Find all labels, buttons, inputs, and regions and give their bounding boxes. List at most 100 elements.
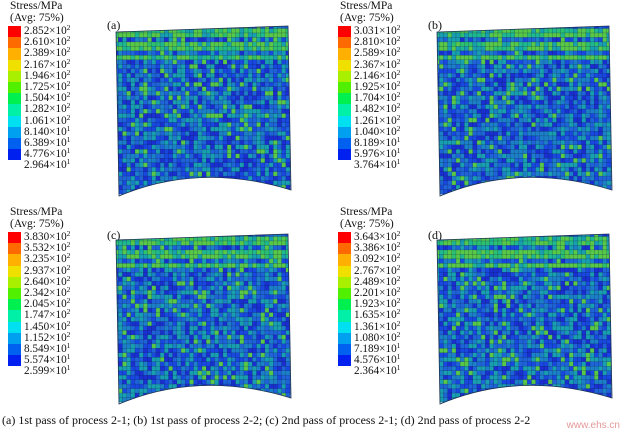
legend-swatch [8, 343, 21, 356]
legend-swatch [338, 343, 351, 356]
legend-value: 2.201×102 [354, 284, 401, 299]
legend-value: 2.489×102 [354, 273, 401, 288]
legend-swatch [338, 254, 351, 266]
legend-swatch [8, 243, 21, 255]
legend-value: 3.235×102 [24, 251, 71, 266]
legend-swatch [338, 81, 351, 94]
legend-swatch [338, 115, 351, 127]
legend-value: 2.810×102 [354, 34, 401, 49]
legend-value: 1.482×102 [354, 101, 401, 116]
legend-value: 2.364×101 [354, 363, 401, 378]
legend-value: 2.389×102 [24, 45, 71, 60]
legend-value: 2.640×102 [24, 273, 71, 288]
legend-value: 3.386×102 [354, 240, 401, 255]
legend-value: 2.342×102 [24, 284, 71, 299]
legend-swatch [338, 332, 351, 344]
legend-title: Stress/MPa (Avg: 75%) [340, 0, 394, 24]
legend-value: 1.635×102 [354, 307, 401, 322]
legend-value: 5.976×101 [354, 146, 401, 161]
legend-swatch [8, 126, 21, 138]
mesh-contour-plot [436, 25, 613, 197]
legend-value: 2.146×102 [354, 67, 401, 82]
legend-value: 1.361×102 [354, 318, 401, 333]
legend-swatch [8, 37, 21, 49]
legend-swatch [8, 59, 21, 71]
legend-swatch [338, 149, 351, 161]
legend-value: 8.140×101 [24, 123, 71, 138]
legend-value: 4.776×101 [24, 146, 71, 161]
legend-swatch [338, 70, 351, 82]
legend-swatch [338, 310, 351, 322]
legend-value: 1.504×102 [24, 90, 71, 105]
panel-d: Stress/MPa (Avg: 75%) 3.643×102 3.386×102… [330, 206, 626, 412]
legend-value: 5.574×101 [24, 352, 71, 367]
legend-value: 8.189×101 [354, 134, 401, 149]
legend-value: 2.610×102 [24, 34, 71, 49]
legend-swatch [338, 321, 351, 333]
legend-value: 2.852×102 [24, 23, 71, 37]
legend-value: 1.061×102 [24, 112, 71, 127]
legend-title: Stress/MPa (Avg: 75%) [10, 206, 64, 230]
legend-value: 2.767×102 [354, 262, 401, 277]
legend-swatch [8, 321, 21, 333]
legend-value: 3.830×102 [24, 229, 71, 243]
legend-value: 3.031×102 [354, 23, 401, 37]
figure-caption: (a) 1st pass of process 2-1; (b) 1st pas… [2, 413, 531, 427]
legend-value: 1.747×102 [24, 307, 71, 322]
legend-value: 3.532×102 [24, 240, 71, 255]
legend-value: 3.092×102 [354, 251, 401, 266]
legend-value: 2.367×102 [354, 56, 401, 71]
legend-value: 1.152×102 [24, 329, 71, 344]
legend-value: 1.282×102 [24, 101, 71, 116]
legend-swatch [8, 232, 21, 244]
mesh-contour-plot [436, 233, 613, 405]
legend-swatch [338, 299, 351, 311]
legend-swatch [8, 137, 21, 150]
legend-swatch [338, 37, 351, 49]
panel-b: Stress/MPa (Avg: 75%) 3.031×102 2.810×102… [330, 0, 626, 206]
panel-label: (a) [107, 18, 121, 32]
watermark: www.ehs.cn [566, 420, 620, 431]
legend-swatch [8, 254, 21, 266]
legend-value: 1.080×102 [354, 329, 401, 344]
legend-swatch [8, 70, 21, 82]
legend-value: 2.964×101 [24, 157, 71, 172]
legend-swatch [8, 265, 21, 277]
legend-swatch [8, 299, 21, 311]
legend-swatch [338, 232, 351, 244]
legend-swatch [338, 276, 351, 288]
legend-swatch [8, 48, 21, 60]
legend-swatch [338, 48, 351, 60]
mesh-contour-plot [115, 25, 292, 197]
legend-swatch [338, 104, 351, 116]
legend-swatch [8, 115, 21, 127]
legend-swatch [338, 137, 351, 150]
legend-value: 1.450×102 [24, 318, 71, 333]
legend-value: 2.937×102 [24, 262, 71, 277]
legend-swatch [338, 93, 351, 105]
legend-value: 1.725×102 [24, 78, 71, 93]
legend-swatch [8, 104, 21, 116]
legend-value: 1.261×102 [354, 112, 401, 127]
legend-title: Stress/MPa (Avg: 75%) [340, 206, 394, 230]
legend-swatch [8, 276, 21, 288]
legend-title: Stress/MPa (Avg: 75%) [10, 0, 64, 24]
legend-swatch [8, 81, 21, 94]
legend-swatch [338, 355, 351, 367]
legend-value: 1.704×102 [354, 90, 401, 105]
legend-value: 2.599×101 [24, 363, 71, 378]
legend-value: 2.167×102 [24, 56, 71, 71]
legend-value: 2.589×102 [354, 45, 401, 60]
legend-swatch [8, 355, 21, 367]
legend-swatch [338, 287, 351, 300]
legend-swatch [338, 126, 351, 138]
legend-swatch [8, 149, 21, 161]
legend-value: 3.643×102 [354, 229, 401, 243]
legend-value: 7.189×101 [354, 340, 401, 355]
legend-swatch [338, 59, 351, 71]
legend-value: 1.946×102 [24, 67, 71, 82]
legend-value: 1.923×102 [354, 296, 401, 311]
legend-value: 8.549×101 [24, 340, 71, 355]
legend-swatch [8, 287, 21, 300]
legend-value: 1.040×102 [354, 123, 401, 138]
